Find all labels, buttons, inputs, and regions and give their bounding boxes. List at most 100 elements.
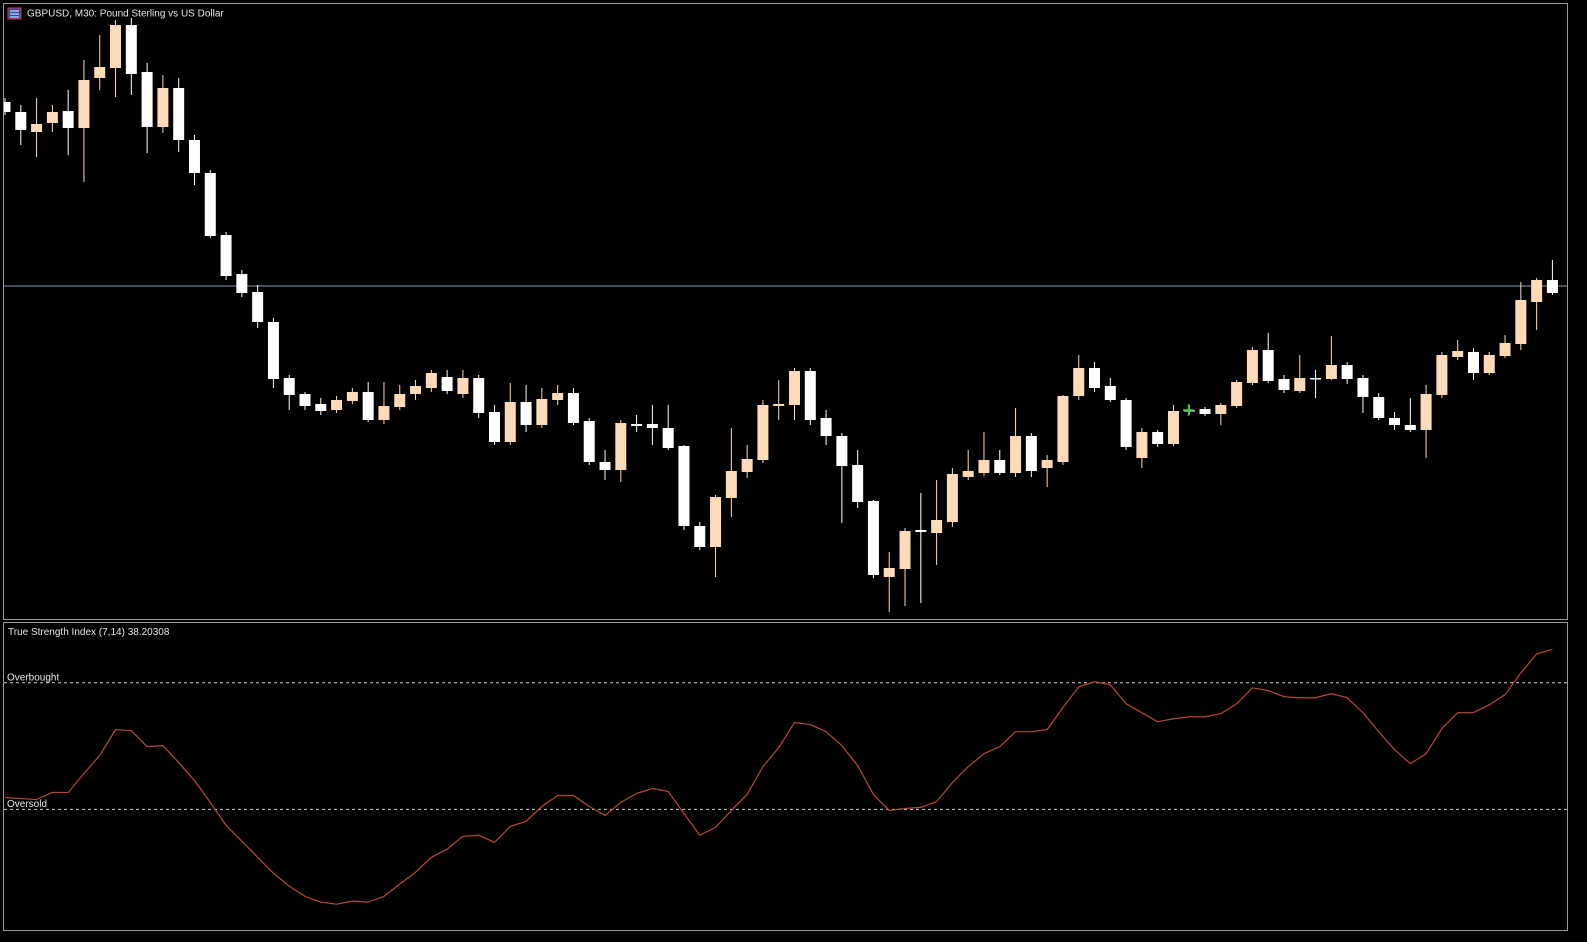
candle-body [425, 373, 437, 388]
candle-body [315, 404, 327, 411]
candle-body [599, 462, 611, 470]
candle-body [631, 424, 643, 426]
candle-body [252, 292, 264, 322]
candle-body [110, 25, 122, 68]
candle-body [1041, 460, 1053, 468]
candle-body [899, 531, 911, 569]
indicator-value: 38.20308 [128, 627, 170, 638]
candle-body [615, 423, 627, 470]
candle-body [1499, 343, 1511, 356]
candle-body [362, 392, 374, 420]
candle-body [1404, 425, 1416, 430]
candle-body [757, 405, 769, 460]
candle-body [1483, 355, 1495, 373]
candle-body [62, 111, 74, 128]
level-label: Oversold [7, 799, 47, 810]
candle-body [867, 501, 879, 575]
candle-body [1136, 432, 1148, 458]
symbol-icon [7, 7, 22, 20]
candle-body [789, 371, 800, 405]
candle-body [346, 392, 358, 401]
candle-body [236, 274, 248, 293]
candle-body [520, 402, 532, 425]
main-pane [4, 18, 1567, 612]
candle-body [662, 428, 674, 448]
candle-body [1167, 411, 1179, 444]
candle-body [173, 88, 185, 140]
candle-body [1073, 368, 1085, 396]
candle-body [678, 446, 690, 526]
candle-body [1120, 400, 1132, 447]
candle-body [1262, 350, 1274, 381]
candle-body [204, 173, 216, 236]
candle-body [1357, 378, 1369, 397]
indicator-name: True Strength Index (7,14) [8, 627, 125, 638]
candle-body [583, 421, 595, 462]
candle-body [962, 471, 974, 477]
candle-body [710, 497, 722, 547]
candle-body [283, 378, 295, 395]
candle-body [1373, 397, 1385, 418]
candle-body [299, 394, 311, 406]
candle-body [457, 378, 469, 394]
candle-body [646, 424, 658, 428]
indicator-pane-frame [3, 622, 1568, 931]
candle-body [378, 406, 390, 420]
candle-body [1546, 280, 1558, 293]
candle-body [1057, 396, 1069, 462]
candle-body [1325, 365, 1337, 379]
candle-body [488, 412, 500, 442]
candle-body [836, 436, 848, 466]
candle-body [694, 526, 706, 547]
candle-body [4, 102, 11, 112]
candle-body [725, 471, 737, 498]
candle-body [473, 378, 485, 413]
indicator-title: True Strength Index (7,14) 38.20308 [8, 627, 170, 638]
candle-body [331, 400, 343, 410]
candle-body [946, 474, 958, 522]
candle-body [1436, 355, 1448, 395]
candle-body [1452, 351, 1464, 357]
indicator-line [4, 648, 1553, 905]
candle-body [1389, 418, 1401, 425]
level-label: Overbought [7, 672, 59, 683]
candle-body [1010, 436, 1022, 473]
candle-body [820, 418, 832, 436]
indicator-pane [4, 648, 1567, 905]
candle-body [441, 377, 453, 391]
candle-body [773, 404, 785, 406]
candle-body [31, 124, 43, 132]
candle-body [1215, 405, 1227, 414]
candle-body [1420, 394, 1432, 430]
main-title: GBPUSD, M30: Pound Sterling vs US Dollar [27, 9, 224, 20]
crosshair-cursor [1183, 404, 1194, 416]
candle-body [994, 460, 1006, 473]
candle-body [804, 371, 816, 420]
candle-body [567, 393, 579, 423]
candle-body [125, 25, 137, 74]
candle-body [410, 386, 422, 394]
candle-body [741, 459, 753, 472]
candle-body [94, 67, 106, 78]
candle-body [1467, 352, 1479, 373]
candle-body [852, 465, 864, 502]
candle-body [1246, 350, 1258, 383]
candle-body [78, 80, 90, 128]
candle-body [1089, 368, 1101, 388]
candle-body [504, 402, 516, 442]
candle-body [157, 88, 169, 127]
candle-body [1310, 378, 1322, 380]
candle-body [1025, 436, 1037, 471]
candle-body [1515, 300, 1527, 344]
candle-body [220, 235, 232, 276]
main-pane-frame [3, 3, 1568, 620]
candle-body [15, 112, 27, 130]
candle-body [1152, 432, 1164, 444]
candle-body [1278, 379, 1290, 390]
candle-body [267, 322, 279, 379]
candle-body [188, 140, 200, 173]
candle-body [1231, 382, 1243, 406]
candle-body [394, 394, 406, 407]
